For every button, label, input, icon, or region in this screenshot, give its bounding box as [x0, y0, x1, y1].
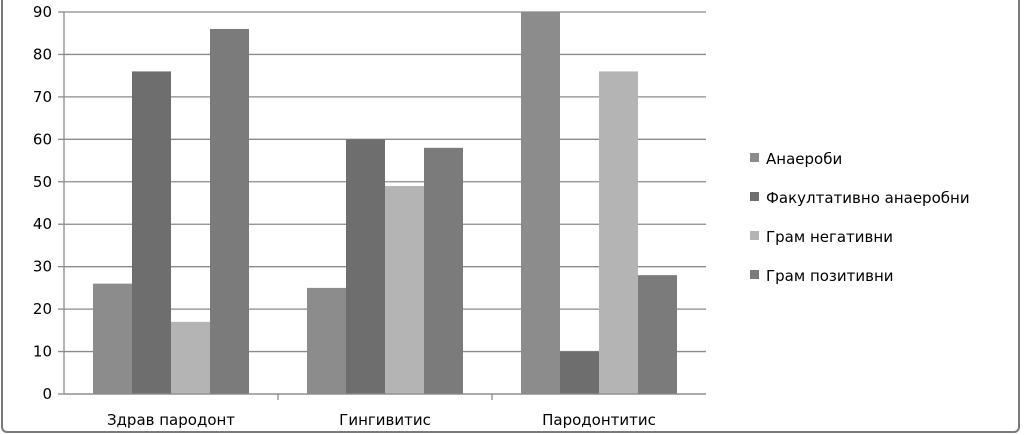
legend-swatch — [750, 231, 759, 240]
bar — [93, 283, 132, 394]
y-tick-label: 0 — [42, 385, 52, 403]
bar — [346, 139, 385, 394]
legend-label: Грам позитивни — [766, 267, 894, 285]
bar — [638, 275, 677, 394]
x-axis: Здрав пародонт Гингивитис Пародонтитис — [64, 393, 706, 429]
bar — [171, 321, 210, 394]
legend-swatch — [750, 153, 759, 162]
bar — [132, 71, 171, 394]
bar — [385, 186, 424, 394]
bars — [93, 12, 677, 394]
bar — [599, 71, 638, 394]
legend: Анаероби Факултативно анаеробни Грам негат… — [750, 150, 970, 285]
legend-label: Факултативно анаеробни — [766, 189, 970, 207]
bar — [560, 351, 599, 394]
y-tick-label: 30 — [33, 258, 52, 276]
y-tick-label: 70 — [33, 88, 52, 106]
legend-label: Грам негативни — [766, 228, 893, 246]
y-tick-label: 60 — [33, 130, 52, 148]
legend-swatch — [750, 192, 759, 201]
legend-swatch — [750, 270, 759, 279]
x-tick-label: Здрав пародонт — [107, 411, 235, 429]
y-tick-label: 80 — [33, 45, 52, 63]
y-tick-label: 20 — [33, 300, 52, 318]
y-tick-label: 90 — [33, 3, 52, 21]
y-tick-label: 40 — [33, 215, 52, 233]
bar — [210, 28, 249, 394]
y-tick-label: 10 — [33, 343, 52, 361]
y-axis: 0 10 20 30 40 50 60 70 80 90 — [33, 3, 65, 403]
bar — [307, 287, 346, 394]
y-tick-label: 50 — [33, 173, 52, 191]
bar — [521, 12, 560, 394]
x-tick-label: Пародонтитис — [542, 411, 656, 429]
legend-label: Анаероби — [766, 150, 842, 168]
x-tick-label: Гингивитис — [339, 411, 431, 429]
bar — [424, 147, 463, 394]
